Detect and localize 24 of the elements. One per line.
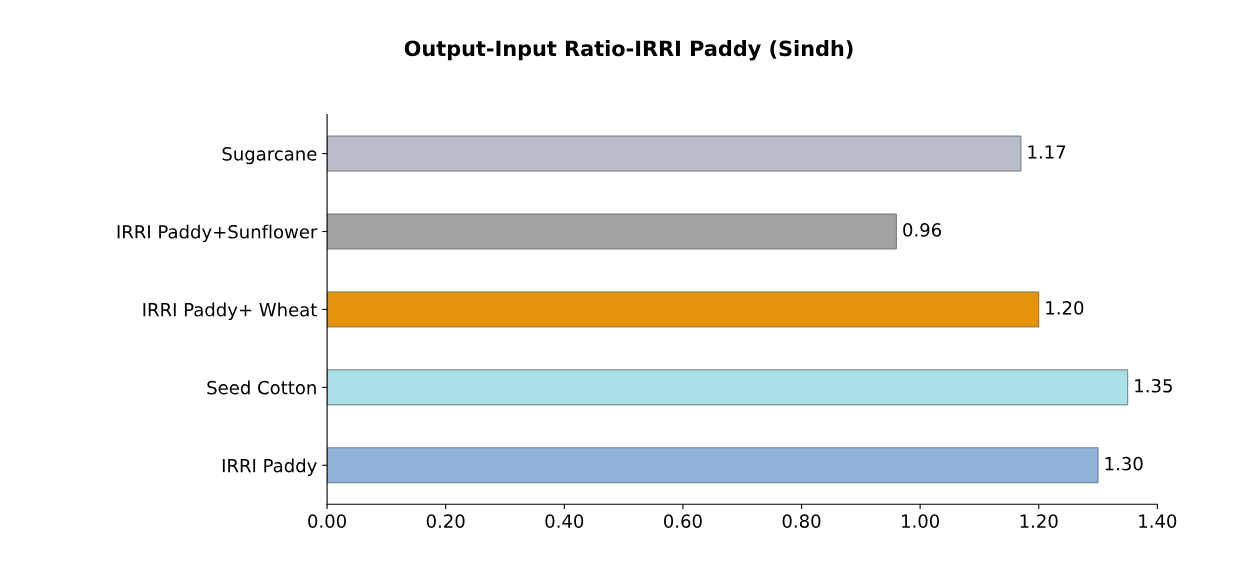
y-tick-label: Sugarcane <box>222 147 317 165</box>
x-tick-label: 0.20 <box>426 514 465 528</box>
x-tick-label: 0.00 <box>308 514 346 528</box>
data-label: 1.30 <box>1105 456 1143 471</box>
x-tick-label: 0.80 <box>782 514 821 528</box>
x-tick-label: 1.20 <box>1020 514 1058 528</box>
bar <box>327 291 1040 328</box>
bar <box>327 369 1129 406</box>
data-label: 1.20 <box>1046 301 1084 315</box>
x-tick-label: 1.40 <box>1139 514 1177 528</box>
data-label: 1.35 <box>1135 378 1172 393</box>
bar <box>327 447 1099 484</box>
x-tick-label: 0.40 <box>545 514 584 528</box>
y-tick-label: IRRI Paddy+Sunflower <box>117 224 318 243</box>
y-tick-label: IRRI Paddy+ Wheat <box>143 302 317 321</box>
chart-title: Output-Input Ratio-IRRI Paddy (Sindh) <box>404 40 853 61</box>
data-label: 0.96 <box>903 223 942 237</box>
bar <box>327 213 897 250</box>
data-label: 1.17 <box>1028 145 1066 159</box>
y-tick-label: Seed Cotton <box>207 380 316 395</box>
y-tick-label: IRRI Paddy <box>222 458 317 476</box>
bar <box>327 135 1022 172</box>
x-tick-label: 1.00 <box>902 514 940 528</box>
x-tick-label: 0.60 <box>664 514 702 528</box>
